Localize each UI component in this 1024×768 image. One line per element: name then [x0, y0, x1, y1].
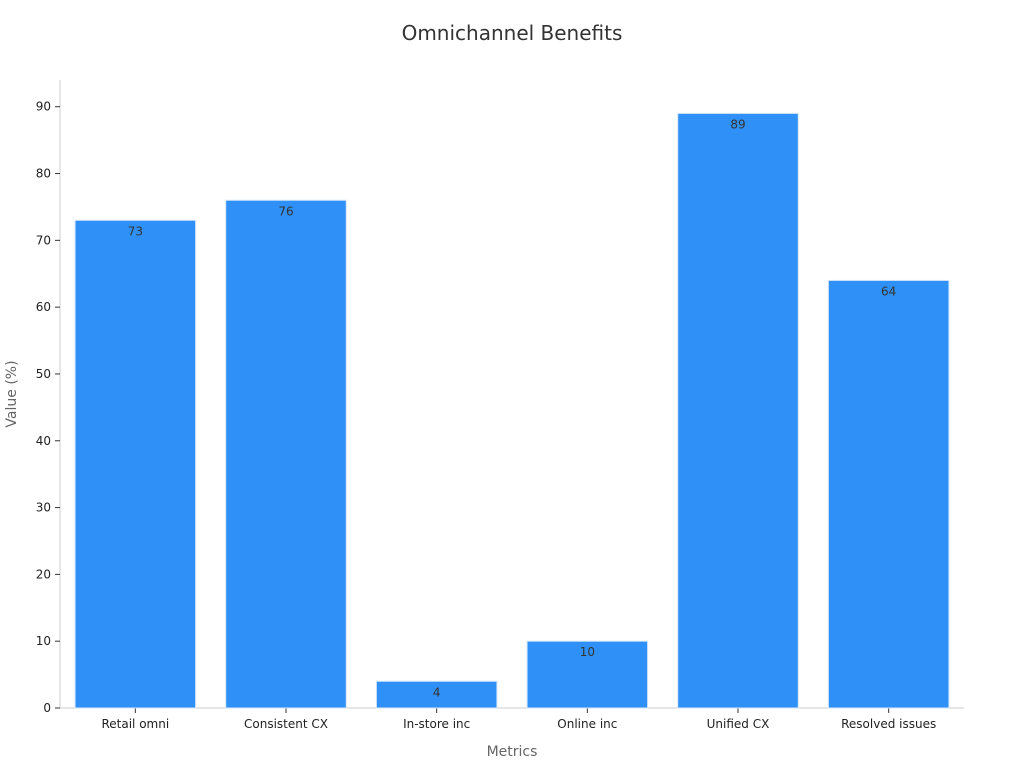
data-label: 76: [278, 204, 293, 218]
data-label: 4: [433, 685, 441, 699]
y-tick-label: 10: [36, 634, 51, 648]
y-tick-label: 60: [36, 300, 51, 314]
y-axis: 0 10 20 30 40 50 60 70 80 90: [36, 80, 61, 715]
bar-resolved-issues: [827, 279, 950, 709]
data-label: 73: [128, 224, 143, 238]
chart-title: Omnichannel Benefits: [402, 21, 623, 45]
bar-in-store-inc: [375, 680, 498, 709]
y-tick-label: 30: [36, 501, 51, 515]
bar-online-inc: [526, 640, 649, 709]
x-tick-label: Resolved issues: [841, 717, 936, 731]
x-tick-label: Consistent CX: [244, 717, 328, 731]
bars: [74, 112, 950, 709]
data-label: 64: [881, 284, 896, 298]
y-tick-label: 80: [36, 167, 51, 181]
y-tick-label: 0: [43, 701, 51, 715]
y-tick-label: 90: [36, 100, 51, 114]
y-axis-title: Value (%): [4, 360, 20, 427]
data-label: 89: [730, 117, 745, 131]
bar-consistent-cx: [225, 199, 347, 709]
x-tick-label: Retail omni: [101, 717, 169, 731]
y-tick-label: 40: [36, 434, 51, 448]
y-tick-label: 20: [36, 567, 51, 581]
y-tick-label: 70: [36, 233, 51, 247]
x-axis: Retail omni Consistent CX In-store inc Onli…: [60, 707, 964, 731]
data-label: 10: [580, 645, 595, 659]
bar-retail-omni: [74, 219, 197, 709]
bar-unified-cx: [677, 112, 799, 709]
x-tick-label: In-store inc: [403, 717, 470, 731]
data-labels: 73 76 4 10 89 64: [128, 117, 897, 699]
x-axis-title: Metrics: [487, 744, 538, 760]
y-tick-label: 50: [36, 367, 51, 381]
x-tick-label: Online inc: [557, 717, 617, 731]
x-tick-label: Unified CX: [707, 717, 770, 731]
